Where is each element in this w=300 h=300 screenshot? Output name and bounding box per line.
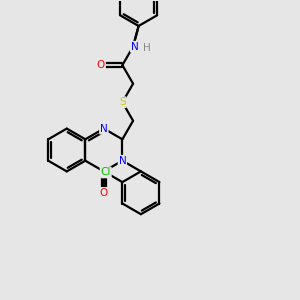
Text: Cl: Cl <box>100 167 111 178</box>
Text: N: N <box>118 156 126 166</box>
Text: H: H <box>142 43 150 53</box>
Text: O: O <box>97 60 105 70</box>
Text: O: O <box>100 188 108 198</box>
Text: N: N <box>131 42 138 52</box>
Text: N: N <box>100 124 108 134</box>
Text: S: S <box>119 97 126 107</box>
